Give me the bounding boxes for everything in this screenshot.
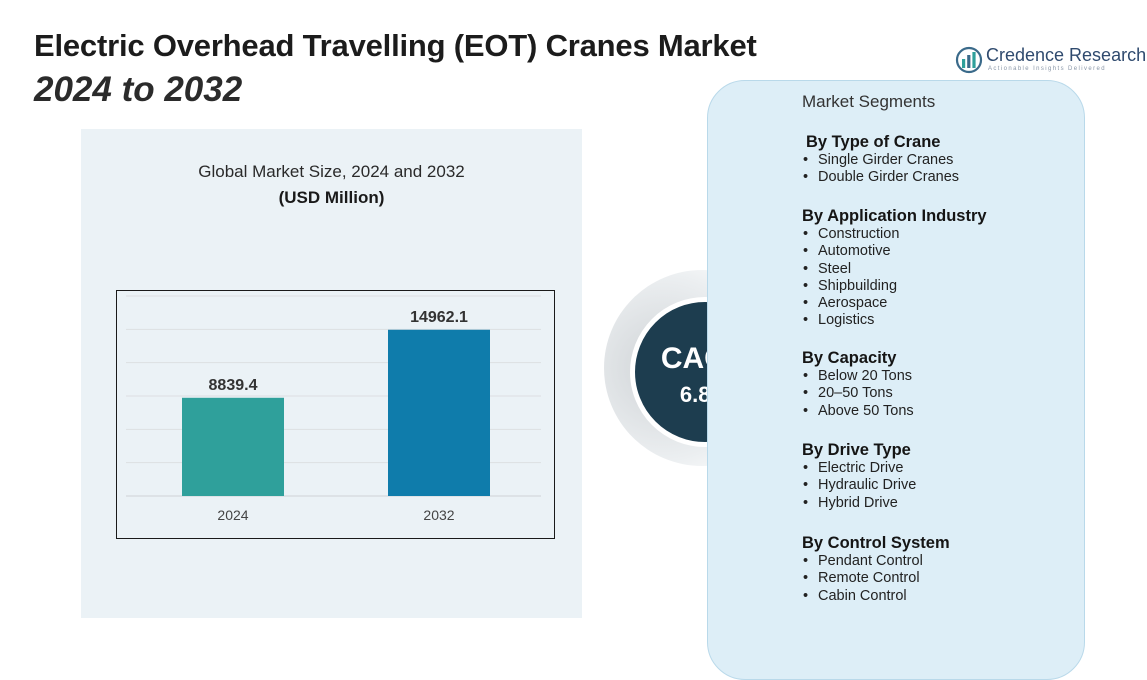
segment-item: Below 20 Tons — [802, 368, 914, 386]
segment-item: Logistics — [802, 312, 987, 330]
bar-value-label: 8839.4 — [209, 377, 258, 394]
segment-item: 20–50 Tons — [802, 385, 914, 403]
segment-group-title: By Capacity — [802, 349, 897, 367]
segment-item: Cabin Control — [802, 588, 950, 606]
segment-group-title: By Application Industry — [802, 207, 987, 225]
bar-chart: 8839.4 14962.1 2024 2032 — [116, 290, 555, 539]
segments-panel: Market Segments By Type of Crane Single … — [707, 80, 1085, 680]
logo-name: Credence Research — [986, 45, 1147, 65]
brand-logo: Credence Research Actionable Insights De… — [955, 45, 1147, 77]
segment-item: Single Girder Cranes — [802, 152, 959, 170]
chart-unit: (USD Million) — [278, 188, 385, 207]
segment-item: Hydraulic Drive — [802, 477, 916, 495]
segment-item: Automotive — [802, 243, 987, 261]
segment-group-application-industry: By Application Industry Construction Aut… — [802, 207, 987, 330]
segment-item: Hybrid Drive — [802, 495, 916, 513]
plot-frame — [116, 290, 555, 539]
page-subtitle: 2024 to 2032 — [34, 70, 243, 109]
bar-2024 — [182, 397, 284, 496]
segment-item: Above 50 Tons — [802, 403, 914, 421]
bar-value-label: 14962.1 — [410, 309, 468, 326]
bar-chart-globe-icon — [955, 46, 983, 74]
segment-item: Double Girder Cranes — [802, 169, 959, 187]
segment-item: Electric Drive — [802, 460, 916, 478]
segment-item: Aerospace — [802, 295, 987, 313]
logo-tagline: Actionable Insights Delivered — [988, 66, 1106, 72]
bar-2032 — [388, 329, 490, 496]
segments-heading: Market Segments — [802, 92, 936, 111]
segment-item: Construction — [802, 226, 987, 244]
segment-group-title: By Control System — [802, 534, 950, 552]
page-title: Electric Overhead Travelling (EOT) Crane… — [34, 28, 757, 63]
x-tick-label: 2032 — [423, 507, 454, 523]
segment-group-title: By Type of Crane — [806, 133, 941, 151]
chart-panel: Global Market Size, 2024 and 2032 (USD M… — [81, 129, 582, 618]
segment-group-control-system: By Control System Pendant Control Remote… — [802, 534, 950, 605]
segment-item: Remote Control — [802, 570, 950, 588]
segment-group-capacity: By Capacity Below 20 Tons 20–50 Tons Abo… — [802, 349, 914, 420]
chart-title: Global Market Size, 2024 and 2032 — [198, 162, 465, 181]
segment-group-type-of-crane: By Type of Crane Single Girder Cranes Do… — [802, 133, 959, 187]
x-tick-label: 2024 — [217, 507, 248, 523]
segment-group-title: By Drive Type — [802, 441, 911, 459]
segment-item: Pendant Control — [802, 553, 950, 571]
segment-item: Shipbuilding — [802, 278, 987, 296]
segment-item: Steel — [802, 261, 987, 279]
segment-group-drive-type: By Drive Type Electric Drive Hydraulic D… — [802, 441, 916, 512]
